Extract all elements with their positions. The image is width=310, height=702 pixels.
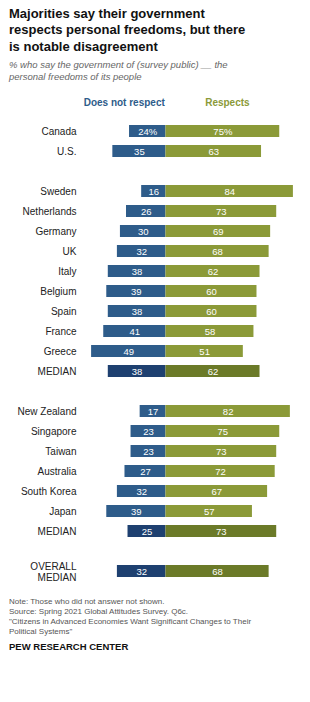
svg-text:Greece: Greece [44, 346, 77, 357]
svg-text:84: 84 [224, 185, 235, 196]
svg-text:39: 39 [131, 505, 142, 516]
svg-text:23: 23 [143, 425, 154, 436]
svg-text:MEDIAN: MEDIAN [38, 366, 77, 377]
svg-text:Australia: Australia [38, 466, 77, 477]
svg-text:Canada: Canada [41, 126, 76, 137]
svg-text:25: 25 [142, 525, 153, 536]
svg-text:38: 38 [132, 305, 143, 316]
svg-text:Respects: Respects [205, 96, 250, 107]
svg-text:Taiwan: Taiwan [45, 446, 76, 457]
svg-text:75: 75 [218, 425, 229, 436]
svg-text:62: 62 [208, 365, 219, 376]
svg-text:82: 82 [223, 405, 234, 416]
html-text:PEW RESEARCH CENTER: PEW RESEARCH CENTER [9, 640, 129, 652]
svg-text:72: 72 [215, 465, 226, 476]
svg-text:Japan: Japan [49, 506, 76, 517]
svg-text:23: 23 [143, 445, 154, 456]
svg-text:MEDIAN: MEDIAN [38, 526, 77, 537]
svg-text:60: 60 [206, 285, 217, 296]
svg-text:68: 68 [212, 245, 223, 256]
html-text:Majorities say their governmen: Majorities say their government respects… [9, 6, 246, 54]
svg-text:Belgium: Belgium [40, 286, 76, 297]
svg-text:32: 32 [136, 245, 147, 256]
svg-text:26: 26 [141, 205, 152, 216]
svg-text:75%: 75% [213, 125, 233, 136]
svg-text:17: 17 [148, 405, 159, 416]
svg-text:73: 73 [216, 205, 227, 216]
svg-text:38: 38 [132, 365, 143, 376]
svg-text:32: 32 [136, 565, 147, 576]
svg-text:South Korea: South Korea [21, 486, 77, 497]
svg-text:UK: UK [63, 246, 77, 257]
svg-text:32: 32 [136, 485, 147, 496]
svg-text:30: 30 [138, 225, 149, 236]
html-text:% who say the government of (s: % who say the government of (survey publ… [9, 58, 228, 82]
svg-text:16: 16 [149, 185, 160, 196]
svg-text:New Zealand: New Zealand [18, 406, 77, 417]
svg-text:38: 38 [132, 265, 143, 276]
svg-text:Spain: Spain [51, 306, 77, 317]
svg-text:67: 67 [211, 485, 222, 496]
svg-text:63: 63 [208, 145, 219, 156]
svg-text:Singapore: Singapore [31, 426, 77, 437]
svg-text:49: 49 [123, 345, 134, 356]
svg-text:Germany: Germany [35, 226, 76, 237]
svg-text:OVERALLMEDIAN: OVERALLMEDIAN [30, 560, 77, 582]
svg-text:35: 35 [134, 145, 145, 156]
svg-text:Netherlands: Netherlands [23, 206, 77, 217]
svg-text:73: 73 [216, 445, 227, 456]
svg-text:Sweden: Sweden [40, 186, 76, 197]
svg-text:60: 60 [206, 305, 217, 316]
svg-text:39: 39 [131, 285, 142, 296]
svg-text:France: France [45, 326, 77, 337]
svg-text:57: 57 [204, 505, 215, 516]
svg-text:51: 51 [199, 345, 210, 356]
html-text:Note: Those who did not answer: Note: Those who did not answer not shown… [9, 596, 252, 636]
svg-text:69: 69 [213, 225, 224, 236]
svg-text:U.S.: U.S. [57, 146, 76, 157]
svg-text:24%: 24% [138, 125, 158, 136]
svg-text:41: 41 [130, 325, 141, 336]
svg-text:58: 58 [205, 325, 216, 336]
svg-text:73: 73 [216, 525, 227, 536]
svg-text:27: 27 [140, 465, 151, 476]
svg-text:Does not respect: Does not respect [84, 96, 166, 107]
svg-text:Italy: Italy [58, 266, 76, 277]
svg-text:68: 68 [212, 565, 223, 576]
svg-text:62: 62 [208, 265, 219, 276]
